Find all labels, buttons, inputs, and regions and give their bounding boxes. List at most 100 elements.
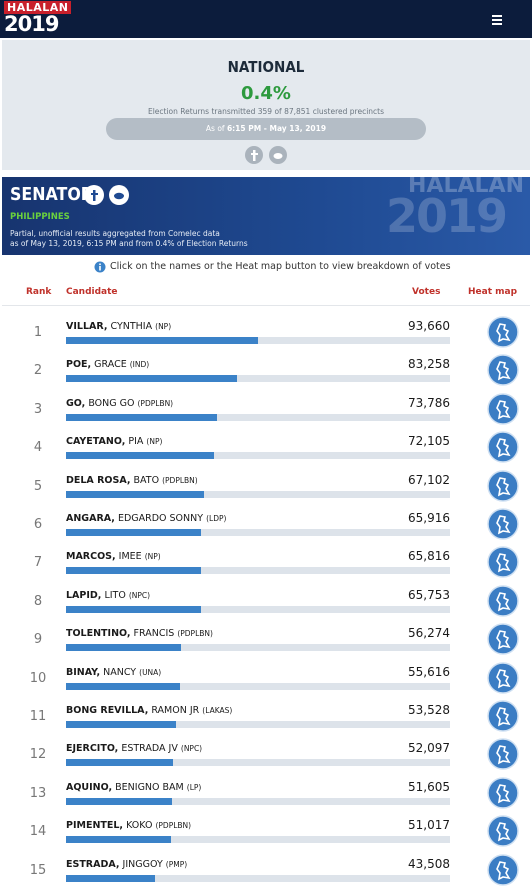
bar-track: [66, 452, 450, 460]
menu-button[interactable]: [490, 12, 504, 26]
bar-track: [66, 413, 450, 421]
rank: 1: [33, 325, 43, 340]
given-name: JINGGOY: [122, 858, 163, 870]
banner-share-icons: [84, 185, 129, 205]
party: (PDPLBN): [162, 475, 198, 485]
rank: 15: [29, 862, 47, 878]
heat-map-button[interactable]: [487, 546, 519, 579]
vote-bar: [66, 337, 258, 344]
bar-track: [66, 567, 450, 575]
banner-logo: HALALAN: [408, 177, 524, 198]
given-name: RAMON JR: [151, 705, 200, 716]
heat-map-button[interactable]: [487, 393, 519, 425]
given-name: KOKO: [126, 820, 153, 832]
given-name: BENIGNO BAM: [115, 781, 184, 793]
votes: 72,105: [408, 434, 450, 449]
bar-track: [66, 874, 450, 882]
heat-map-button[interactable]: [487, 815, 519, 847]
heat-map-button[interactable]: [487, 431, 519, 463]
surname: LAPID,: [66, 589, 102, 601]
votes: 56,274: [408, 626, 450, 641]
heat-map-button[interactable]: [487, 585, 519, 617]
vote-bar: [66, 797, 172, 805]
vote-bar: [66, 567, 201, 575]
candidate-name[interactable]: PIMENTEL, KOKO (PDPLBN): [66, 820, 191, 831]
vote-bar: [66, 682, 180, 690]
party: (LAKAS): [202, 706, 233, 715]
logo-text: HALALAN: [4, 1, 72, 14]
surname: BINAY,: [66, 666, 101, 678]
surname: POE,: [66, 359, 92, 371]
heat-map-button[interactable]: [487, 316, 519, 348]
as-of: As of 6:15 PM - May 13, 2019: [106, 124, 426, 133]
given-name: BONG GO: [88, 397, 135, 409]
votes: 53,528: [408, 703, 450, 717]
vote-bar: [66, 413, 218, 421]
party: (UNA): [139, 667, 162, 677]
given-name: CYNTHIA: [110, 321, 153, 332]
candidate-name[interactable]: DELA ROSA, BATO (PDPLBN): [66, 475, 198, 486]
bar-track: [66, 721, 450, 728]
transmitted-text: Election Returns transmitted 359 of 87,8…: [147, 107, 385, 116]
vote-bar: [66, 721, 176, 728]
summary-percent: 0.4%: [241, 83, 291, 104]
vote-bar: [66, 759, 173, 767]
surname: BONG REVILLA,: [66, 705, 149, 716]
given-name: GRACE: [94, 359, 127, 371]
senator-title: SENATOR: [10, 184, 93, 205]
candidate-name[interactable]: BINAY, NANCY (UNA): [66, 667, 161, 678]
candidate-name[interactable]: AQUINO, BENIGNO BAM (LP): [66, 782, 201, 793]
candidate-name[interactable]: MARCOS, IMEE (NP): [66, 551, 161, 562]
surname: PIMENTEL,: [66, 820, 124, 832]
candidate-name[interactable]: LAPID, LITO (NPC): [66, 590, 150, 601]
party: (NP): [155, 322, 172, 331]
candidate-name[interactable]: EJERCITO, ESTRADA JV (NPC): [66, 743, 202, 754]
party: (LDP): [206, 514, 227, 523]
candidate-name[interactable]: POE, GRACE (IND): [66, 359, 149, 370]
rank: 9: [33, 632, 43, 648]
heat-map-button[interactable]: [487, 777, 519, 809]
rank: 4: [33, 440, 43, 456]
given-name: IMEE: [118, 551, 142, 563]
given-name: BATO: [133, 474, 160, 486]
candidate-name[interactable]: GO, BONG GO (PDPLBN): [66, 398, 173, 409]
rank: 13: [29, 785, 47, 801]
logo-year: 2019: [4, 12, 59, 36]
candidate-name[interactable]: CAYETANO, PIA (NP): [66, 436, 162, 447]
summary-title: NATIONAL: [227, 58, 305, 76]
party: (NP): [144, 552, 161, 562]
vote-bar: [66, 452, 214, 460]
heat-map-button[interactable]: [487, 661, 519, 694]
as-of-pill: [106, 118, 426, 140]
surname: CAYETANO,: [66, 436, 126, 448]
surname: GO,: [66, 397, 86, 409]
bar-track: [66, 759, 450, 767]
votes: 83,258: [408, 357, 450, 372]
heat-map-button[interactable]: [487, 469, 519, 502]
region: PHILIPPINES: [10, 212, 70, 222]
heat-map-button[interactable]: [487, 700, 519, 732]
party: (IND): [129, 360, 150, 370]
vote-bar: [66, 529, 202, 536]
party: (NPC): [128, 590, 151, 600]
bar-track: [66, 605, 450, 613]
party: (LP): [186, 782, 202, 792]
candidate-name[interactable]: ANGARA, EDGARDO SONNY (LDP): [66, 513, 226, 524]
column-header: Rank: [26, 287, 52, 297]
heat-map-button[interactable]: [487, 853, 519, 886]
heat-map-button[interactable]: [487, 738, 519, 771]
candidate-name[interactable]: TOLENTINO, FRANCIS (PDPLBN): [66, 628, 213, 639]
candidate-name[interactable]: BONG REVILLA, RAMON JR (LAKAS): [66, 705, 232, 716]
given-name: LITO: [104, 589, 126, 601]
vote-bar: [66, 644, 182, 652]
candidate-name[interactable]: VILLAR, CYNTHIA (NP): [66, 321, 171, 332]
column-header: Heat map: [468, 287, 518, 297]
heat-map-button[interactable]: [487, 354, 519, 387]
candidate-name[interactable]: ESTRADA, JINGGOY (PMP): [66, 859, 187, 870]
heat-map-button[interactable]: [487, 508, 519, 540]
heat-map-button[interactable]: [487, 623, 519, 655]
column-header: Candidate: [66, 287, 118, 297]
vote-bar: [66, 874, 156, 882]
party: (PDPLBN): [177, 629, 213, 639]
rank: 3: [33, 401, 43, 417]
